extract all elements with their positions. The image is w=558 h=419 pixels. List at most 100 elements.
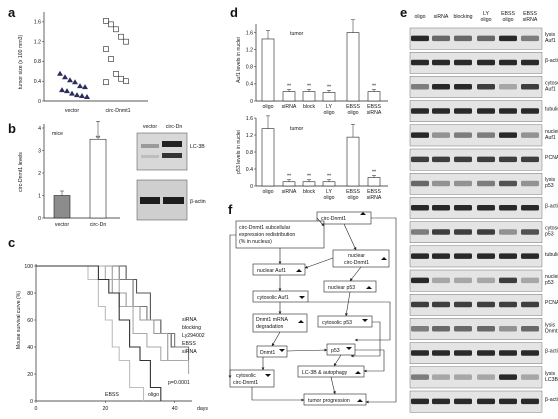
blot-band (432, 35, 450, 42)
panel-d-bottom-title: tumor (290, 126, 304, 132)
blot-b-row-actin: β-actin (190, 199, 206, 205)
vector-point (67, 77, 73, 83)
blot-strip (409, 124, 543, 147)
survival-curve (36, 265, 190, 361)
blot-band (454, 277, 472, 284)
blot-band (521, 253, 539, 259)
blot-band (454, 253, 472, 259)
significance-mark: ** (372, 169, 376, 175)
down-arrow-icon (279, 349, 285, 352)
blot-b-band (141, 155, 159, 158)
panel-f-label: f (228, 202, 233, 217)
significance-mark: ** (287, 174, 291, 180)
node-lc3b-label: LC-3B & autophagy (302, 370, 348, 376)
bar (282, 91, 296, 102)
blot-band (411, 277, 429, 284)
down-arrow-icon (362, 319, 368, 322)
panel-d-bottom-bars: ** ** ** ** (261, 115, 381, 187)
significance-mark: ** (307, 174, 311, 180)
blot-band (432, 59, 450, 66)
blot-band (454, 108, 472, 114)
blot-band (477, 156, 495, 163)
blot-band (432, 205, 450, 211)
blot-band (477, 374, 495, 380)
x-tick-label: oligo (348, 195, 359, 201)
blot-band (411, 132, 429, 138)
blot-band (499, 108, 517, 114)
node-subcellular (235, 220, 325, 249)
blot-strip (409, 100, 543, 122)
blot-row-label: nuclei (545, 274, 558, 280)
blot-band (454, 132, 472, 138)
blot-row-label: lysis (545, 177, 555, 183)
blot-band (477, 277, 495, 284)
up-arrow-icon (366, 286, 372, 289)
bar (367, 91, 381, 102)
blot-b-band (162, 153, 182, 158)
blot-band (454, 156, 472, 163)
blot-band (432, 84, 450, 90)
blot-band (432, 156, 450, 163)
circ-point (113, 71, 119, 77)
y-tick-label: 0 (38, 99, 41, 105)
blot-strip (409, 245, 543, 268)
blot-column-label: EBSS (501, 11, 515, 17)
node-cytosolic-p53-label: cytosolic p53 (322, 320, 352, 326)
node-nuclear-p53-label: nuclear p53 (328, 285, 355, 291)
blot-band (454, 205, 472, 211)
y-tick-label: 1.2 (34, 39, 41, 45)
y-tick-label: 20 (27, 372, 33, 378)
significance-mark: ** (327, 174, 331, 180)
x-tick-label: LY (326, 189, 332, 195)
blot-row-label: β-actin (545, 349, 558, 355)
blot-band (521, 229, 539, 235)
blot-band (454, 326, 472, 332)
blot-band (499, 229, 517, 235)
blot-row-label: Dnmt1 (545, 328, 558, 334)
y-tick-label: 80 (27, 291, 33, 297)
panel-c-legend-ebss-sirna: siRNA (182, 349, 197, 355)
blot-strip (409, 366, 543, 389)
blot-band (411, 180, 429, 187)
blot-band (432, 132, 450, 138)
x-tick-label: block (303, 104, 316, 110)
blot-band (477, 229, 495, 235)
bar (302, 91, 316, 102)
survival-curve (36, 265, 162, 401)
blot-band (477, 253, 495, 259)
node-mrna-l1: Dnmt1 mRNA (256, 317, 289, 323)
vector-point (62, 74, 68, 80)
blot-band (499, 301, 517, 308)
y-tick-label: 1.6 (246, 30, 253, 36)
blot-band (454, 84, 472, 90)
x-tick-label: block (303, 189, 316, 195)
blot-band (521, 350, 539, 356)
panel-d-top-ylabel: Auf1 levels in nuclei (236, 37, 242, 83)
x-tick-label: 0 (35, 406, 38, 412)
blot-row-label: cytosol (545, 226, 558, 232)
y-tick-label: 0 (250, 99, 253, 105)
bar (282, 181, 296, 187)
node-subcellular-l3: (% in nucleus) (239, 239, 272, 245)
vector-point (69, 90, 75, 96)
down-arrow-icon (299, 296, 305, 299)
blot-band (411, 398, 429, 405)
blot-band (477, 205, 495, 211)
blot-b-col-circ: circ-Dn (166, 124, 183, 130)
blot-row-label: Auf1 (545, 135, 556, 141)
panel-c-yticks: 0 20 40 60 80 100 (24, 264, 36, 405)
blot-column-label: oligo (415, 14, 426, 20)
vector-point (57, 70, 63, 76)
blot-strip (409, 221, 543, 244)
y-tick-label: 1.2 (246, 133, 253, 139)
blot-row-label: LC3B (545, 377, 558, 383)
blot-row-label: tubulin (545, 107, 558, 113)
up-arrow-icon (298, 320, 304, 323)
vector-point (64, 88, 70, 94)
blot-strip (409, 269, 543, 292)
panel-d-label: d (230, 5, 238, 20)
blot-band (432, 301, 450, 308)
bar (302, 181, 316, 187)
blot-column-label: EBSS (523, 11, 537, 17)
